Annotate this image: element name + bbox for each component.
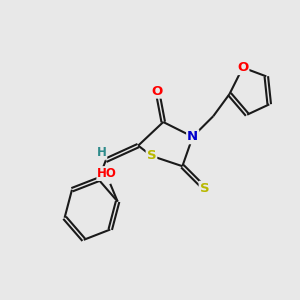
- Text: O: O: [152, 85, 163, 98]
- Text: H: H: [97, 146, 106, 159]
- Text: S: S: [147, 149, 156, 162]
- Text: O: O: [237, 61, 248, 74]
- Text: HO: HO: [98, 167, 117, 180]
- Text: N: N: [187, 130, 198, 143]
- Text: S: S: [200, 182, 209, 195]
